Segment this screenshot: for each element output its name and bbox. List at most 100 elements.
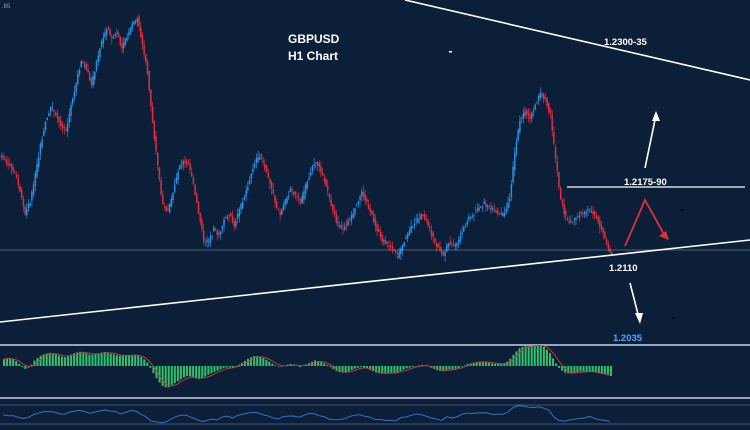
oscillator-bar <box>140 357 143 366</box>
candle-body <box>466 221 468 225</box>
candle-body <box>503 212 506 217</box>
candle-body <box>105 29 108 35</box>
candle-body <box>534 104 536 110</box>
candle-body <box>202 230 205 242</box>
oscillator-bar <box>466 364 469 366</box>
candle-body <box>520 118 523 120</box>
candle-body <box>435 243 438 248</box>
oscillator-bar <box>170 366 173 386</box>
candle-body <box>471 216 474 218</box>
candle-body <box>429 226 431 229</box>
oscillator-bar <box>442 366 445 372</box>
candle-body <box>223 219 225 226</box>
candle-body <box>134 20 137 23</box>
candle-body <box>522 113 525 119</box>
oscillator-bar <box>518 348 521 366</box>
candle-body <box>366 198 368 203</box>
candle-body <box>294 191 297 195</box>
candle-body <box>31 191 33 201</box>
candle-body <box>497 210 499 214</box>
candle-body <box>172 192 174 201</box>
oscillator-bar <box>21 366 24 368</box>
oscillator-bar <box>173 366 176 384</box>
oscillator-bar <box>39 355 42 366</box>
candle-body <box>167 208 169 211</box>
oscillator-bar <box>94 353 97 366</box>
candle-body <box>43 131 45 136</box>
oscillator-bar <box>390 366 393 373</box>
candle-body <box>214 228 217 230</box>
oscillator-bar <box>79 351 82 366</box>
oscillator-bar <box>73 353 76 366</box>
oscillator-bar <box>515 351 518 366</box>
candle-body <box>333 210 336 214</box>
candle-body <box>412 226 414 228</box>
candle-body <box>323 177 326 181</box>
candle-body <box>265 166 268 172</box>
oscillator-bar <box>448 366 451 370</box>
zigzag-arrow-head <box>659 231 669 240</box>
candle-body <box>14 171 16 173</box>
candle-body <box>36 164 38 178</box>
oscillator-bar <box>375 366 378 373</box>
candle-body <box>480 206 482 208</box>
candle-body <box>49 106 52 112</box>
oscillator-bar <box>189 366 192 377</box>
candle-body <box>150 89 152 107</box>
candle-body <box>235 221 237 227</box>
candle-body <box>80 60 82 67</box>
candle-body <box>109 29 111 36</box>
candle-body <box>306 181 309 188</box>
candle-body <box>546 97 548 107</box>
oscillator-bar <box>265 359 268 366</box>
candle-body <box>371 210 373 215</box>
oscillator-bar <box>207 366 210 375</box>
candle-body <box>162 194 164 204</box>
oscillator-bar <box>545 349 548 366</box>
candle-body <box>544 96 547 99</box>
candle-body <box>556 161 559 172</box>
zigzag-projection <box>624 197 667 247</box>
candle-body <box>15 174 18 178</box>
lower-trendline <box>0 239 750 323</box>
candle-body <box>291 188 293 191</box>
candle-body <box>406 233 409 239</box>
candle-body <box>168 203 171 213</box>
oscillator-bar <box>478 361 481 366</box>
candle-body <box>400 248 402 254</box>
oscillator-bar <box>195 366 198 379</box>
oscillator-bar <box>280 366 283 367</box>
candle-body <box>17 178 20 186</box>
candle-body <box>359 196 361 200</box>
candle-body <box>53 109 55 112</box>
candle-body <box>258 158 261 160</box>
oscillator-bar <box>314 360 317 366</box>
candle-body <box>420 214 423 220</box>
oscillator-bar <box>585 366 588 372</box>
oscillator-bar <box>454 366 457 369</box>
oscillator-bar <box>112 354 115 366</box>
candle-body <box>378 229 380 232</box>
oscillator-bar <box>539 345 542 366</box>
candle-body <box>143 44 145 55</box>
oscillator-bar <box>548 353 551 366</box>
oscillator-bar <box>250 357 253 366</box>
candle-body <box>542 94 545 100</box>
oscillator-bar <box>256 356 259 366</box>
candle-body <box>444 251 446 257</box>
candle-body <box>599 219 601 227</box>
candle-body <box>580 212 582 214</box>
oscillator-bar <box>240 362 243 366</box>
oscillator-bar <box>610 366 612 376</box>
candle-body <box>405 237 407 239</box>
candle-body <box>165 206 167 212</box>
candle-body <box>588 209 591 211</box>
candle-body <box>401 245 404 250</box>
candle-body <box>325 179 327 187</box>
oscillator-bar <box>405 366 408 369</box>
oscillator-bar <box>118 355 121 366</box>
candle-body <box>449 241 451 245</box>
candle-body <box>498 213 501 215</box>
candle-body <box>592 211 594 215</box>
candle-body <box>177 171 179 180</box>
